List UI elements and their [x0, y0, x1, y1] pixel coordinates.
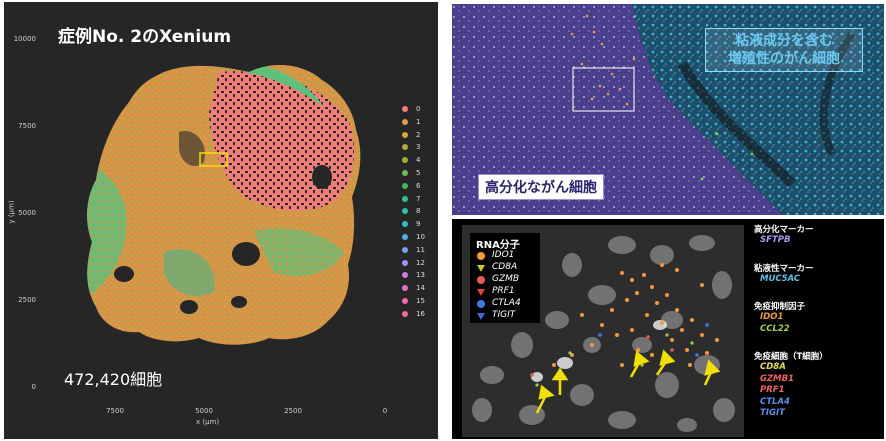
cluster-swatch [402, 246, 408, 253]
y-tick-label: 0 [31, 383, 36, 391]
rna-gene-label: CTLA4 [492, 298, 521, 308]
cluster-swatch [402, 170, 408, 176]
marker-gene-label: MUC5AC [760, 273, 801, 284]
marker-gene-label: CTLA4 [760, 396, 790, 407]
cluster-swatch [402, 195, 408, 202]
cluster-label: 6 [416, 181, 421, 190]
rna-legend: RNA分子 IDO1 CD8A GZMB PRF1 CTLA4 TIGIT [470, 233, 540, 323]
tumor-region-zoom-panel: 粘液成分を含む 増殖性のがん細胞 高分化ながん細胞 [452, 4, 884, 215]
cluster-label: 4 [416, 156, 421, 165]
circle-marker-icon [477, 276, 485, 284]
circle-marker-icon [477, 300, 485, 308]
rna-legend-item: GZMB [476, 274, 538, 286]
rna-gene-label: PRF1 [492, 286, 515, 296]
highlight-arrows [535, 349, 721, 414]
marker-legend: 高分化マーカー SFTPB 粘液性マーカー MUC5AC 免疫抑制因子 IDO1 CCL22… [748, 219, 884, 439]
cluster-label: 8 [416, 207, 421, 216]
cluster-label: 7 [416, 194, 421, 203]
cluster-swatch [402, 118, 408, 125]
mucinous-tumor-label: 粘液成分を含む 増殖性のがん細胞 [705, 28, 863, 72]
x-tick-label: 0 [382, 407, 388, 415]
marker-gene-label: IDO1 [760, 312, 784, 322]
x-axis-title: x (μm) [196, 418, 220, 426]
cluster-swatch [402, 106, 408, 112]
xenium-overview-panel: 症例No. 2のXenium 10000 7500 5000 2500 0 y … [4, 2, 438, 439]
cluster-swatch [402, 234, 408, 240]
cluster-swatch [402, 157, 408, 164]
cluster-legend: 0 1 2 3 4 5 6 7 8 9 10 11 12 13 14 15 16 [402, 105, 436, 325]
y-tick-label: 7500 [18, 122, 36, 130]
cluster-label: 9 [416, 220, 421, 229]
rna-gene-label: CD8A [492, 262, 518, 272]
y-tick-label: 5000 [18, 209, 36, 217]
cluster-label: 11 [416, 245, 425, 254]
rna-legend-item: CTLA4 [476, 298, 538, 310]
y-axis-title: y (μm) [7, 200, 16, 224]
cluster-swatch [402, 259, 408, 266]
rna-gene-label: TIGIT [492, 310, 516, 320]
marker-gene-label: SFTPB [760, 235, 791, 245]
x-tick-label: 7500 [106, 407, 124, 415]
cluster-label: 16 [416, 309, 425, 318]
marker-gene-label: CCL22 [760, 323, 790, 334]
y-tick-label: 10000 [13, 35, 36, 43]
triangle-marker-icon [477, 313, 485, 320]
cluster-label: 2 [416, 130, 421, 139]
cluster-label: 5 [416, 169, 421, 177]
y-tick-label: 2500 [18, 296, 36, 304]
circle-marker-icon [477, 252, 485, 260]
zoom-inset-box [572, 67, 635, 112]
cluster-swatch [402, 310, 408, 317]
rna-legend-item: IDO1 [476, 250, 538, 262]
cell-count-label: 472,420細胞 [64, 370, 163, 389]
rna-legend-title: RNA分子 [476, 240, 520, 251]
cluster-label: 14 [416, 284, 425, 293]
marker-group-heading: 免疫細胞（T細胞） [754, 352, 828, 362]
mucinous-tumor-label-text: 粘液成分を含む 増殖性のがん細胞 [728, 33, 840, 67]
rna-gene-label: GZMB [492, 274, 520, 284]
cluster-swatch [402, 298, 408, 304]
cluster-swatch [402, 272, 408, 279]
cluster-swatch [402, 182, 408, 189]
cluster-swatch [402, 131, 408, 138]
cluster-label: 10 [416, 233, 425, 241]
rna-gene-label: IDO1 [492, 250, 515, 260]
rna-molecule-zoom-panel: RNA分子 IDO1 CD8A GZMB PRF1 CTLA4 TIGIT 高分化マーカー… [452, 219, 884, 439]
tissue-section-image [87, 65, 361, 345]
cluster-label: 3 [416, 143, 421, 152]
cluster-label: 12 [416, 258, 425, 267]
x-tick-label: 5000 [195, 407, 213, 415]
zoom-region-box [199, 152, 228, 167]
rna-legend-item: CD8A [476, 262, 538, 274]
panel-title: 症例No. 2のXenium [58, 27, 232, 47]
cluster-swatch [402, 221, 408, 228]
marker-gene-label: PRF1 [760, 385, 785, 395]
cluster-label: 15 [416, 297, 425, 305]
marker-group-heading: 免疫抑制因子 [754, 302, 806, 312]
cluster-swatch [402, 285, 408, 292]
rna-legend-item: PRF1 [476, 286, 538, 298]
rna-legend-item: TIGIT [476, 310, 538, 322]
differentiated-tumor-label-text: 高分化ながん細胞 [485, 180, 597, 196]
cluster-label: 1 [416, 117, 421, 126]
marker-group-heading: 高分化マーカー [754, 225, 814, 235]
marker-gene-label: CD8A [760, 362, 786, 372]
x-tick-label: 2500 [284, 407, 302, 415]
marker-gene-label: TIGIT [760, 408, 785, 418]
triangle-marker-icon [477, 289, 485, 296]
differentiated-tumor-label: 高分化ながん細胞 [478, 174, 604, 200]
triangle-marker-icon [477, 265, 485, 272]
cluster-label: 13 [416, 271, 425, 280]
cluster-swatch [402, 144, 408, 151]
marker-group-heading: 粘液性マーカー [754, 263, 814, 274]
marker-gene-label: GZMB1 [760, 373, 794, 384]
cluster-label: 0 [416, 105, 421, 113]
cluster-swatch [402, 208, 408, 215]
